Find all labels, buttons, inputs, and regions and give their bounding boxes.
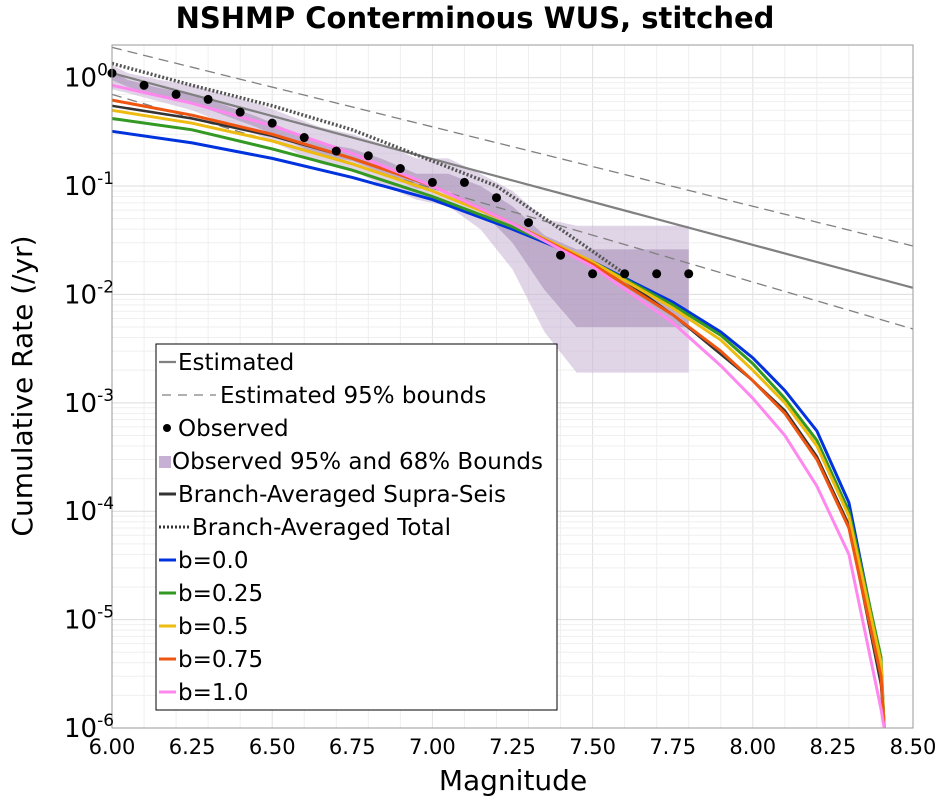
chart-title: NSHMP Conterminous WUS, stitched — [176, 1, 775, 35]
observed-point — [524, 218, 534, 228]
x-tick-label: 8.00 — [729, 735, 776, 759]
y-tick-label: 10-4 — [64, 494, 114, 527]
x-tick-label: 6.50 — [249, 735, 296, 759]
legend-box — [155, 343, 558, 711]
observed-point — [203, 94, 213, 104]
observed-point — [459, 177, 469, 187]
observed-95-band — [112, 65, 689, 373]
observed-point — [331, 146, 341, 156]
legend-label: Observed — [178, 416, 289, 442]
y-tick-label: 10-2 — [64, 277, 114, 310]
observed-point — [556, 250, 566, 260]
legend-label: b=1.0 — [178, 680, 248, 706]
legend-label: b=0.75 — [178, 647, 263, 673]
observed-point — [427, 177, 437, 187]
observed-point — [395, 164, 405, 174]
observed-bounds — [112, 65, 689, 373]
legend-item: Observed — [163, 416, 289, 442]
x-tick-label: 6.75 — [329, 735, 376, 759]
observed-point — [139, 80, 149, 90]
x-tick-label: 6.00 — [89, 735, 136, 759]
y-tick-label: 10-5 — [64, 603, 114, 636]
y-tick-label: 10-3 — [64, 386, 114, 419]
observed-point — [588, 269, 598, 279]
legend-label: Branch-Averaged Total — [192, 515, 451, 541]
legend-label: Estimated 95% bounds — [220, 383, 486, 409]
observed-point — [363, 151, 373, 161]
plot-frame — [111, 44, 914, 729]
observed-point — [171, 89, 181, 99]
legend-item: b=0.25 — [159, 581, 263, 607]
observed-point — [299, 133, 309, 143]
y-tick-label: 100 — [64, 61, 108, 94]
series-lines — [111, 46, 914, 729]
observed-68-band — [112, 71, 689, 328]
x-tick-label: 7.00 — [409, 735, 456, 759]
series-line-b0 — [111, 129, 886, 729]
legend-item: b=0.5 — [159, 614, 248, 640]
observed-point — [652, 269, 662, 279]
observed-point — [491, 193, 501, 203]
legend-item: Estimated — [159, 350, 294, 376]
x-tick-label: 7.50 — [569, 735, 616, 759]
observed-point — [235, 107, 245, 117]
observed-point — [684, 269, 694, 279]
series-line-b05 — [111, 108, 886, 729]
legend-swatch — [159, 456, 171, 468]
series-line-b025 — [111, 117, 886, 729]
legend-swatch — [163, 424, 171, 432]
x-tick-label: 8.25 — [810, 735, 857, 759]
legend-label: b=0.5 — [178, 614, 248, 640]
legend-item: Estimated 95% bounds — [162, 383, 486, 409]
x-tick-label: 6.25 — [169, 735, 216, 759]
legend-item: Branch-Averaged Supra-Seis — [159, 482, 506, 508]
legend-label: Estimated — [178, 350, 294, 376]
series-line-b075 — [111, 98, 886, 729]
y-axis-label: Cumulative Rate (/yr) — [6, 235, 39, 536]
legend-label: Branch-Averaged Supra-Seis — [178, 482, 506, 508]
observed-point — [620, 269, 630, 279]
legend-item: b=1.0 — [159, 680, 248, 706]
y-ticks: 100 10-1 10-2 10-3 10-4 10-5 10-6 — [64, 61, 114, 744]
legend-label: b=0.25 — [178, 581, 263, 607]
x-tick-label: 8.50 — [890, 735, 937, 759]
y-tick-label: 10-6 — [64, 711, 114, 744]
legend-item: Branch-Averaged Total — [159, 515, 451, 541]
legend-item: b=0.0 — [159, 548, 248, 574]
x-tick-label: 7.25 — [489, 735, 536, 759]
legend-item: Observed 95% and 68% Bounds — [159, 449, 543, 475]
legend-label: Observed 95% and 68% Bounds — [172, 449, 543, 475]
estimated-upper-bound-line — [111, 46, 914, 247]
series-line-b1 — [111, 83, 886, 729]
x-ticks: 6.00 6.25 6.50 6.75 7.00 7.25 7.50 7.75 8.00 8.25… — [89, 735, 937, 759]
x-tick-label: 7.75 — [649, 735, 696, 759]
y-tick-label: 10-1 — [64, 169, 114, 202]
observed-points — [107, 68, 694, 279]
legend-item: b=0.75 — [159, 647, 263, 673]
legend-label: b=0.0 — [178, 548, 248, 574]
estimated-lower-bound-line — [111, 93, 914, 330]
estimated-line — [111, 72, 914, 289]
legend: Estimated Estimated 95% bounds Observed Obs… — [155, 343, 558, 711]
observed-point — [267, 118, 277, 128]
x-axis-label: Magnitude — [439, 764, 587, 797]
